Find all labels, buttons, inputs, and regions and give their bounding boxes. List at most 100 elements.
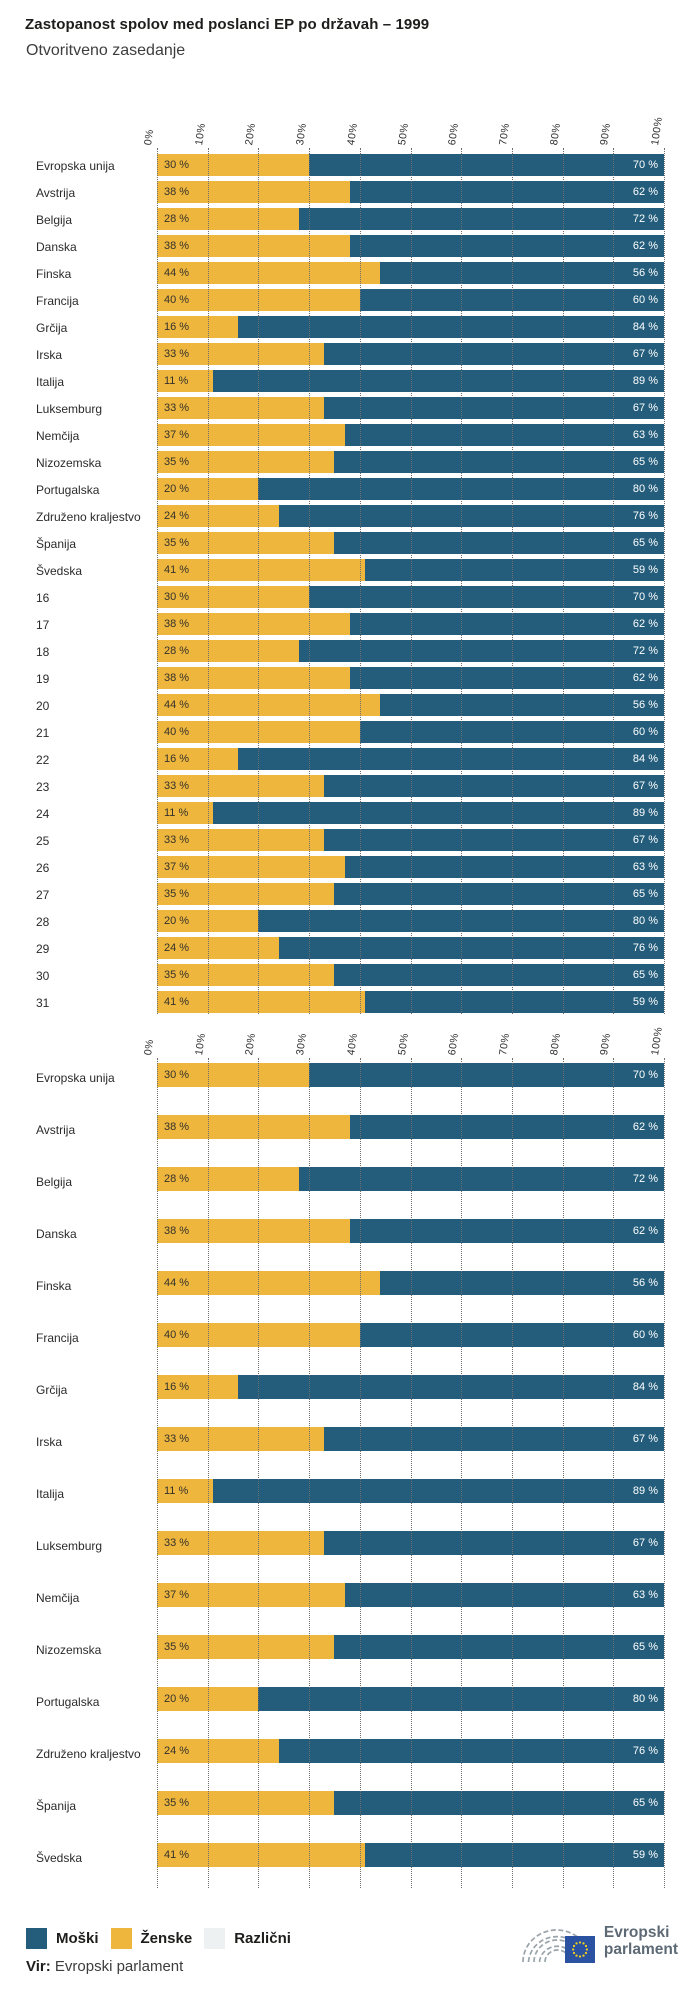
stacked-bar: 24 % 76 % [157, 1739, 664, 1763]
stacked-bar: 16 % 84 % [157, 1375, 664, 1399]
bar-segment-ženske: 41 % [157, 1843, 365, 1867]
value-label: 62 % [632, 1121, 658, 1133]
bar-segment-ženske: 41 % [157, 991, 365, 1013]
bar-row: Švedska 41 % 59 % [36, 1838, 664, 1890]
value-label: 65 % [632, 1641, 658, 1653]
category-label: 23 [36, 780, 50, 794]
x-axis-tick: 90% [598, 122, 614, 146]
legend-label: Različni [234, 1930, 291, 1947]
bar-row: 29 24 % 76 % [36, 933, 664, 960]
value-label: 65 % [632, 969, 658, 981]
stacked-bar: 30 % 70 % [157, 154, 664, 176]
bar-row: 31 41 % 59 % [36, 987, 664, 1014]
stacked-bar: 28 % 72 % [157, 1167, 664, 1191]
logo-text: Evropski parlament [604, 1924, 678, 1958]
value-label: 60 % [632, 294, 658, 306]
value-label: 89 % [632, 1485, 658, 1497]
bar-segment-moški: 70 % [309, 154, 664, 176]
value-label: 72 % [632, 645, 658, 657]
stacked-bar: 16 % 84 % [157, 748, 664, 770]
bar-segment-moški: 70 % [309, 1063, 664, 1087]
value-label: 38 % [164, 672, 190, 684]
bar-segment-moški: 67 % [324, 1427, 664, 1451]
category-label: Avstrija [36, 186, 76, 200]
bar-segment-ženske: 24 % [157, 505, 279, 527]
stacked-bar: 11 % 89 % [157, 1479, 664, 1503]
european-parliament-logo: Evropski parlament [519, 1916, 678, 1966]
x-axis-tick: 100% [649, 116, 665, 146]
bar-segment-ženske: 28 % [157, 1167, 299, 1191]
value-label: 24 % [164, 942, 190, 954]
bar-segment-moški: 67 % [324, 397, 664, 419]
bar-segment-ženske: 41 % [157, 559, 365, 581]
source-label: Vir: [26, 1958, 51, 1975]
x-axis-tick: 50% [395, 1032, 411, 1056]
bar-segment-moški: 89 % [212, 370, 664, 392]
bar-row: Finska 44 % 56 % [36, 258, 664, 285]
bar-row: Portugalska 20 % 80 % [36, 1682, 664, 1734]
bar-segment-ženske: 11 % [157, 370, 213, 392]
bar-row: Irska 33 % 67 % [36, 339, 664, 366]
bar-row: Združeno kraljestvo 24 % 76 % [36, 1734, 664, 1786]
bar-segment-ženske: 35 % [157, 1791, 335, 1815]
bar-row: Luksemburg 33 % 67 % [36, 393, 664, 420]
category-label: 21 [36, 726, 50, 740]
bar-row: 23 33 % 67 % [36, 771, 664, 798]
bar-segment-moški: 56 % [380, 1271, 664, 1295]
value-label: 56 % [632, 267, 658, 279]
plot-area: Evropska unija 30 % 70 % Avstrija 38 % 62 % Be… [36, 148, 665, 1016]
x-axis-tick: 30% [294, 1032, 310, 1056]
bar-row: 25 33 % 67 % [36, 825, 664, 852]
bar-segment-moški: 63 % [344, 424, 664, 446]
value-label: 11 % [164, 807, 189, 819]
stacked-bar: 38 % 62 % [157, 667, 664, 689]
category-label: Luksemburg [36, 402, 103, 416]
bar-segment-ženske: 16 % [157, 1375, 239, 1399]
stacked-bar: 33 % 67 % [157, 775, 664, 797]
value-label: 80 % [632, 483, 658, 495]
value-label: 60 % [632, 726, 658, 738]
stacked-bar: 35 % 65 % [157, 1791, 664, 1815]
category-label: Danska [36, 240, 77, 254]
bar-segment-ženske: 11 % [157, 1479, 213, 1503]
bar-segment-ženske: 30 % [157, 154, 310, 176]
value-label: 67 % [632, 1537, 658, 1549]
value-label: 44 % [164, 1277, 190, 1289]
bar-row: Grčija 16 % 84 % [36, 1370, 664, 1422]
bar-segment-moški: 59 % [364, 991, 664, 1013]
value-label: 70 % [632, 1069, 658, 1081]
bar-row: Evropska unija 30 % 70 % [36, 1058, 664, 1110]
bar-segment-moški: 67 % [324, 829, 664, 851]
category-label: Združeno kraljestvo [36, 1747, 141, 1761]
bar-row: Italija 11 % 89 % [36, 366, 664, 393]
category-label: Belgija [36, 213, 73, 227]
stacked-bar: 28 % 72 % [157, 208, 664, 230]
bar-segment-moški: 67 % [324, 1531, 664, 1555]
category-label: 19 [36, 672, 50, 686]
bar-segment-ženske: 20 % [157, 1687, 259, 1711]
bar-row: Združeno kraljestvo 24 % 76 % [36, 501, 664, 528]
value-label: 35 % [164, 1641, 190, 1653]
bar-segment-ženske: 37 % [157, 856, 345, 878]
source-line: Vir: Evropski parlament [26, 1958, 183, 1975]
x-axis-tick: 20% [243, 1032, 259, 1056]
bar-row: Belgija 28 % 72 % [36, 1162, 664, 1214]
stacked-bar: 38 % 62 % [157, 613, 664, 635]
bar-row: Španija 35 % 65 % [36, 1786, 664, 1838]
x-axis-tick: 0% [142, 128, 157, 146]
x-axis-tick: 40% [344, 1032, 360, 1056]
bar-segment-ženske: 37 % [157, 424, 345, 446]
value-label: 11 % [164, 1485, 189, 1497]
bar-segment-ženske: 38 % [157, 667, 350, 689]
category-label: Italija [36, 375, 65, 389]
stacked-bar: 35 % 65 % [157, 451, 664, 473]
value-label: 67 % [632, 780, 658, 792]
gridline [664, 148, 665, 1014]
stacked-bar: 24 % 76 % [157, 937, 664, 959]
value-label: 84 % [632, 321, 658, 333]
value-label: 63 % [632, 429, 658, 441]
bar-row: Francija 40 % 60 % [36, 285, 664, 312]
bar-segment-moški: 56 % [380, 262, 664, 284]
plot-area: Evropska unija 30 % 70 % Avstrija 38 % 62 % Be… [36, 1058, 665, 1890]
bar-segment-moški: 84 % [238, 1375, 664, 1399]
